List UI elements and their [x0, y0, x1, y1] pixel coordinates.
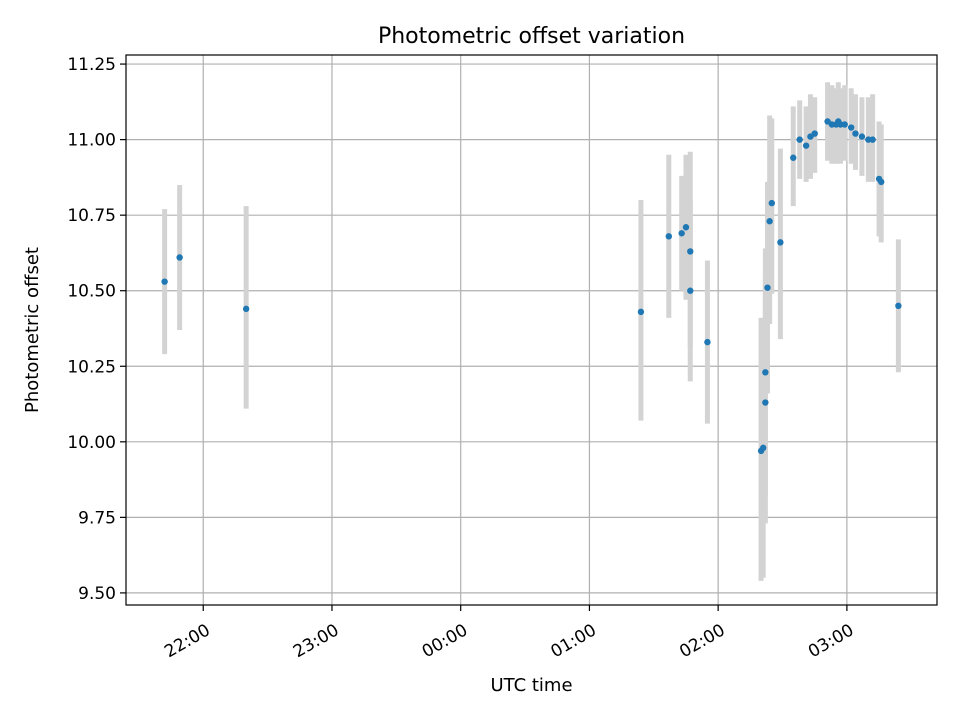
y-axis-label: Photometric offset [22, 247, 43, 413]
data-point [858, 133, 866, 140]
data-point [764, 284, 771, 291]
data-point [760, 444, 767, 452]
data-point [682, 224, 690, 231]
data-point [869, 136, 876, 143]
data-point [762, 399, 769, 406]
grid-lines [126, 55, 937, 605]
data-point [687, 248, 694, 255]
data-point [161, 278, 168, 285]
y-axis-ticks: 9.50 9.75 10.00 10.25 10.50 10.75 11.00 11.25 [67, 55, 126, 604]
y-tick-label: 10.75 [67, 206, 116, 226]
data-point [176, 254, 183, 261]
data-point [841, 121, 848, 128]
data-point [678, 230, 685, 237]
data-point [777, 239, 784, 246]
data-point [766, 218, 773, 225]
data-points [161, 118, 902, 455]
y-tick-label: 10.50 [67, 282, 116, 302]
data-point [790, 154, 797, 161]
x-axis-label: UTC time [490, 675, 572, 696]
y-tick-label: 10.00 [67, 433, 116, 453]
plot-frame [125, 54, 938, 606]
data-point [768, 199, 775, 207]
data-point [895, 302, 902, 310]
data-point [878, 178, 885, 186]
data-point [704, 338, 711, 346]
data-point [811, 130, 818, 137]
data-point [637, 308, 645, 316]
data-point [796, 136, 803, 143]
data-point [852, 130, 859, 137]
y-tick-label: 11.00 [67, 131, 116, 151]
y-tick-label: 9.50 [78, 584, 116, 604]
data-point [762, 369, 769, 376]
y-tick-label: 9.75 [78, 508, 116, 528]
data-point [242, 305, 250, 313]
data-point [665, 233, 673, 240]
data-point [847, 124, 855, 131]
y-tick-label: 11.25 [67, 55, 116, 75]
y-tick-label: 10.25 [67, 357, 116, 377]
data-point [687, 287, 694, 294]
data-point [802, 142, 810, 149]
chart-title: Photometric offset variation [378, 24, 685, 49]
